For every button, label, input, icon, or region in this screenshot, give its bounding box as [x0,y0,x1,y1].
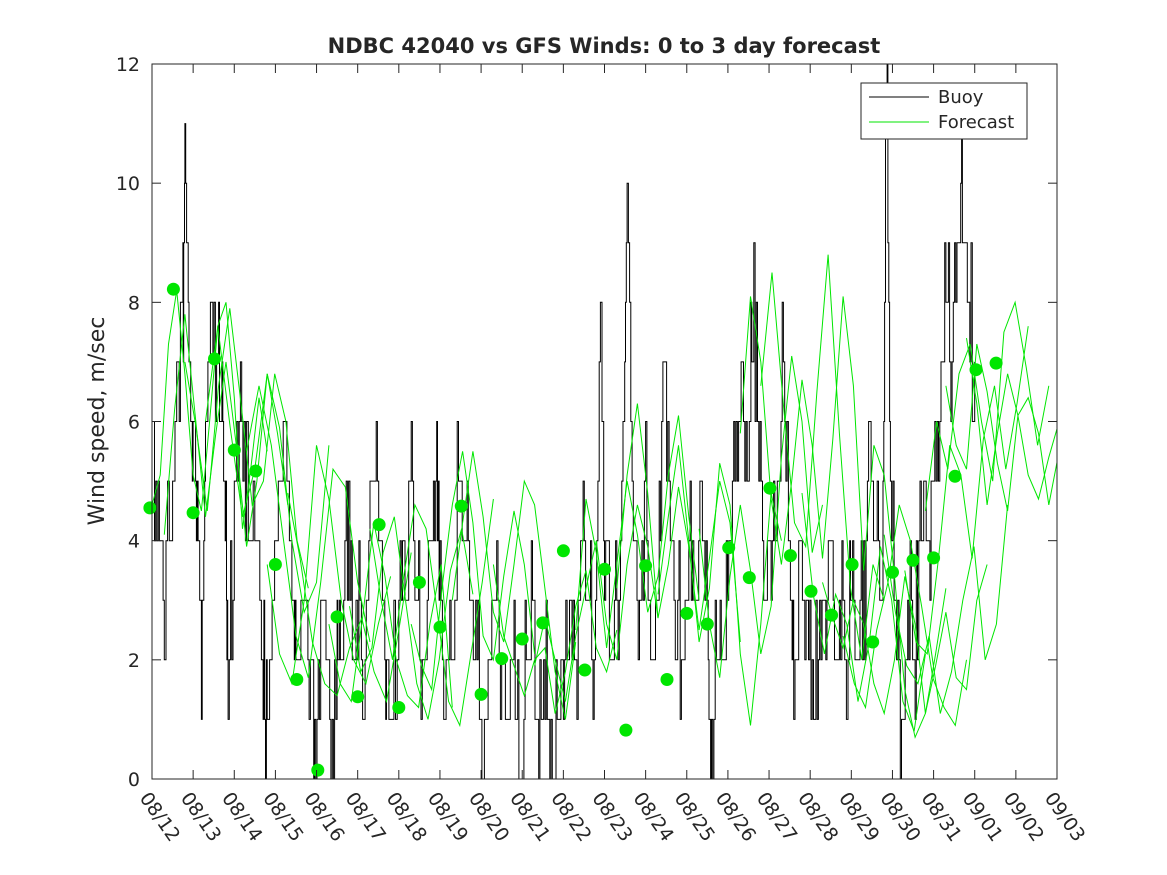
forecast-run-11 [451,451,577,720]
forecast-marker [330,610,344,624]
forecast-marker [948,469,962,483]
forecast-marker [969,363,983,377]
forecast-marker [598,562,611,576]
forecast-marker [989,356,1003,370]
forecast-marker [639,559,653,573]
forecast-run-18 [739,296,865,571]
y-tick-label: 12 [116,54,140,76]
forecast-run-17 [698,355,823,678]
forecast-run-15 [616,403,741,643]
forecast-run-10 [410,451,536,692]
chart-title: NDBC 42040 vs GFS Winds: 0 to 3 day fore… [328,34,881,58]
y-tick-label: 0 [128,769,140,791]
forecast-marker [249,464,263,478]
forecast-marker [515,632,529,646]
forecast-run-23 [863,445,988,739]
forecast-markers-group [143,282,1003,777]
forecast-marker [311,763,325,777]
forecast-marker [556,544,570,558]
forecast-run-8 [349,516,474,720]
forecast-marker [166,282,180,296]
forecast-marker [927,551,941,565]
forecast-marker [783,549,797,563]
forecast-marker [433,620,447,634]
forecast-run-14 [575,415,700,648]
forecast-run-12 [492,564,618,714]
forecast-marker [412,575,426,589]
forecast-marker [825,608,839,622]
forecast-marker [290,673,304,686]
forecast-marker [227,443,241,457]
y-tick-label: 6 [128,412,140,434]
forecast-marker [866,635,880,649]
forecast-run-3 [205,326,330,614]
forecast-run-27 [945,343,1057,512]
forecast-run-16 [657,445,782,726]
forecast-marker [763,481,777,495]
forecast-run-25 [904,326,1029,656]
forecast-marker [143,501,157,515]
forecast-marker [454,499,468,513]
forecast-run-28 [966,338,1057,505]
forecast-marker [906,553,920,567]
forecast-run-5 [266,445,392,686]
forecast-marker [268,558,282,571]
forecast-run-7 [328,522,453,709]
y-axis-label: Wind speed, m/sec [85,317,110,526]
forecast-run-9 [369,498,494,728]
plot-area [152,64,1057,779]
forecast-marker [578,663,592,677]
forecast-marker [804,584,818,598]
forecast-marker [208,352,221,366]
forecast-marker [845,558,859,571]
forecast-marker [742,571,756,585]
forecast-marker [700,617,714,631]
forecast-run-26 [924,300,1050,511]
forecast-run-13 [534,504,659,702]
legend: Buoy Forecast [860,82,1028,140]
forecast-run-24 [883,504,1009,714]
forecast-run-22 [842,504,967,727]
forecast-marker [495,652,509,666]
y-tick-label: 8 [128,292,140,314]
forecast-marker [372,518,386,532]
legend-label-forecast: Forecast [938,112,1014,133]
forecast-marker [886,565,899,579]
buoy-line [152,64,976,779]
forecast-marker [474,687,488,701]
forecast-run-2 [184,308,309,589]
forecast-marker [392,701,406,714]
y-tick-label: 2 [128,650,140,672]
legend-box [860,82,1028,140]
forecast-run-19 [760,254,885,660]
forecast-run-6 [287,492,412,704]
forecast-marker [351,690,365,704]
forecast-run-20 [801,492,926,732]
y-tick-label: 4 [128,531,140,553]
forecast-marker [619,723,633,737]
forecast-marker [186,506,200,520]
legend-label-buoy: Buoy [938,87,984,108]
forecast-marker [660,673,674,686]
forecast-marker [680,606,694,620]
forecast-marker [536,616,550,630]
forecast-series-group [152,254,1057,739]
forecast-marker [722,541,736,555]
buoy-series-group [152,64,976,779]
y-tick-label: 10 [116,173,140,195]
forecast-run-4 [246,385,371,678]
